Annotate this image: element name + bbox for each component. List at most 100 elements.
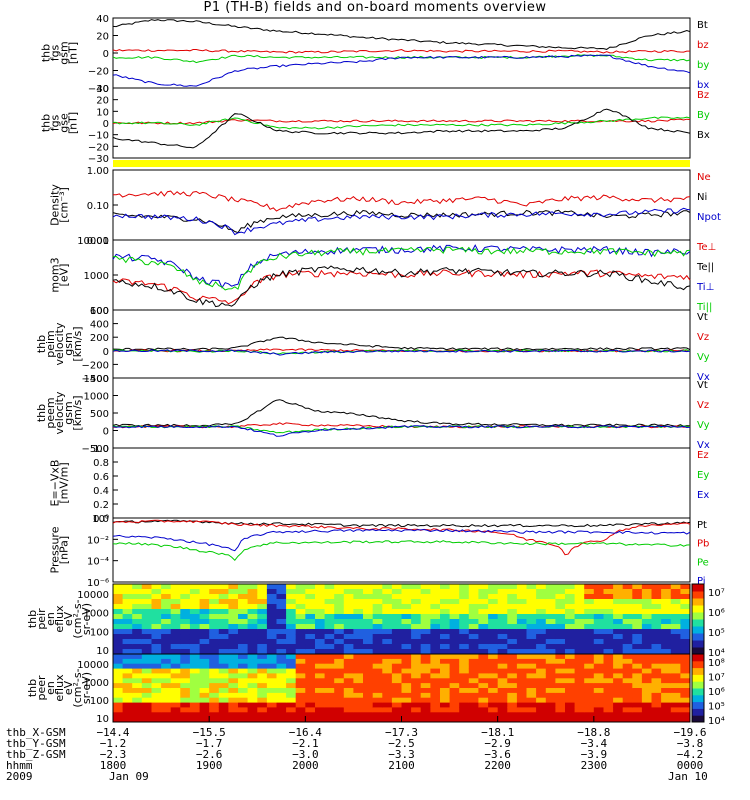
spectrogram-cell bbox=[641, 599, 652, 605]
spectrogram-cell bbox=[411, 658, 422, 665]
spectrogram-cell bbox=[180, 614, 191, 620]
spectrogram-cell bbox=[420, 614, 431, 620]
spectrogram-cell bbox=[641, 624, 652, 630]
spectrogram-cell bbox=[593, 594, 604, 600]
colorbar-tick-label: 10⁴ bbox=[708, 716, 725, 727]
spectrogram-cell bbox=[488, 663, 499, 670]
spectrogram-cell bbox=[113, 658, 124, 665]
spectrogram-cell bbox=[334, 614, 345, 620]
spectrogram-cell bbox=[305, 673, 316, 679]
spectrogram-cell bbox=[305, 702, 316, 708]
spectrogram-cell bbox=[430, 702, 441, 708]
spectrogram-cell bbox=[488, 668, 499, 674]
spectrogram-cell bbox=[507, 629, 518, 635]
spectrogram-cell bbox=[334, 604, 345, 610]
spectrogram-cell bbox=[565, 707, 576, 713]
spectrogram-cell bbox=[257, 692, 268, 699]
spectrogram-cell bbox=[199, 663, 210, 670]
spectrogram-cell bbox=[228, 673, 239, 679]
spectrogram-cell bbox=[382, 692, 393, 699]
spectrogram-cell bbox=[622, 663, 633, 670]
spectrogram-cell bbox=[641, 604, 652, 610]
spectrogram-cell bbox=[430, 644, 441, 650]
spectrogram-cell bbox=[257, 663, 268, 670]
spectrogram-cell bbox=[449, 654, 460, 660]
spectrogram-cell bbox=[199, 717, 210, 723]
spectrogram-cell bbox=[516, 673, 527, 679]
spectrogram-cell bbox=[276, 644, 287, 650]
spectrogram-cell bbox=[305, 634, 316, 640]
spectrogram-cell bbox=[353, 673, 364, 679]
spectrogram-cell bbox=[536, 707, 547, 713]
spectrogram-cell bbox=[430, 654, 441, 660]
spectrogram-cell bbox=[680, 678, 691, 684]
spectrogram-cell bbox=[161, 614, 172, 620]
footer-value: −2.5 bbox=[388, 737, 415, 750]
spectrogram-cell bbox=[574, 584, 585, 590]
spectrogram-cell bbox=[315, 584, 326, 590]
spectrogram-cell bbox=[372, 624, 383, 630]
spectrogram-cell bbox=[324, 654, 335, 660]
spectrogram-cell bbox=[382, 624, 393, 630]
ylabel-line: eV bbox=[62, 680, 75, 695]
spectrogram-cell bbox=[670, 688, 681, 694]
spectrogram-cell bbox=[315, 589, 326, 595]
spectrogram-cell bbox=[391, 634, 402, 640]
spectrogram-cell bbox=[257, 604, 268, 610]
spectrogram-cell bbox=[122, 634, 133, 640]
spectrogram-cell bbox=[141, 629, 152, 635]
spectrogram-cell bbox=[315, 688, 326, 694]
spectrogram-cell bbox=[459, 717, 470, 723]
spectrogram-cell bbox=[122, 654, 133, 660]
spectrogram-cell bbox=[459, 629, 470, 635]
spectrogram-cell bbox=[238, 668, 249, 674]
spectrogram-cell bbox=[141, 678, 152, 684]
spectrogram-cell bbox=[478, 663, 489, 670]
spectrogram-cell bbox=[516, 644, 527, 650]
spectrogram-cell bbox=[286, 697, 297, 704]
spectrogram-cell bbox=[286, 604, 297, 610]
spectrogram-cell bbox=[180, 712, 191, 718]
spectrogram-cell bbox=[257, 624, 268, 630]
spectrogram-cell bbox=[343, 712, 354, 718]
spectrogram-cell bbox=[411, 644, 422, 650]
spectrogram-cell bbox=[536, 692, 547, 699]
spectrogram-cell bbox=[315, 614, 326, 620]
spectrogram-cell bbox=[488, 717, 499, 723]
spectrogram-cell bbox=[161, 649, 172, 655]
spectrogram-cell bbox=[286, 589, 297, 595]
spectrogram-cell bbox=[420, 584, 431, 590]
spectrogram-cell bbox=[180, 599, 191, 605]
spectrogram-cell bbox=[613, 639, 624, 645]
spectrogram-cell bbox=[276, 639, 287, 645]
spectrogram-cell bbox=[488, 683, 499, 689]
spectrogram-cell bbox=[122, 668, 133, 674]
spectrogram-cell bbox=[411, 712, 422, 718]
spectrogram-cell bbox=[228, 707, 239, 713]
spectrogram-cell bbox=[132, 712, 143, 718]
spectrogram-cell bbox=[151, 683, 162, 689]
spectrogram-cell bbox=[209, 609, 220, 615]
spectrogram-cell bbox=[363, 712, 374, 718]
spectrogram-cell bbox=[526, 589, 537, 595]
spectrogram-cell bbox=[555, 634, 566, 640]
spectrogram-cell bbox=[189, 624, 200, 630]
spectrogram-cell bbox=[189, 619, 200, 625]
spectrogram-cell bbox=[622, 609, 633, 615]
spectrogram-cell bbox=[170, 594, 181, 600]
spectrogram-cell bbox=[651, 712, 662, 718]
spectrogram-cell bbox=[189, 697, 200, 704]
spectrogram-cell bbox=[372, 658, 383, 665]
spectrogram-cell bbox=[151, 702, 162, 708]
y-tick-label: 100 bbox=[90, 696, 109, 707]
spectrogram-cell bbox=[526, 668, 537, 674]
spectrogram-cell bbox=[555, 639, 566, 645]
spectrogram-cell bbox=[295, 589, 306, 595]
spectrogram-cell bbox=[122, 629, 133, 635]
spectrogram-cell bbox=[266, 604, 277, 610]
spectrogram-cell bbox=[420, 663, 431, 670]
spectrogram-cell bbox=[151, 609, 162, 615]
spectrogram-cell bbox=[266, 584, 277, 590]
spectrogram-cell bbox=[584, 654, 595, 660]
spectrogram-cell bbox=[276, 649, 287, 655]
